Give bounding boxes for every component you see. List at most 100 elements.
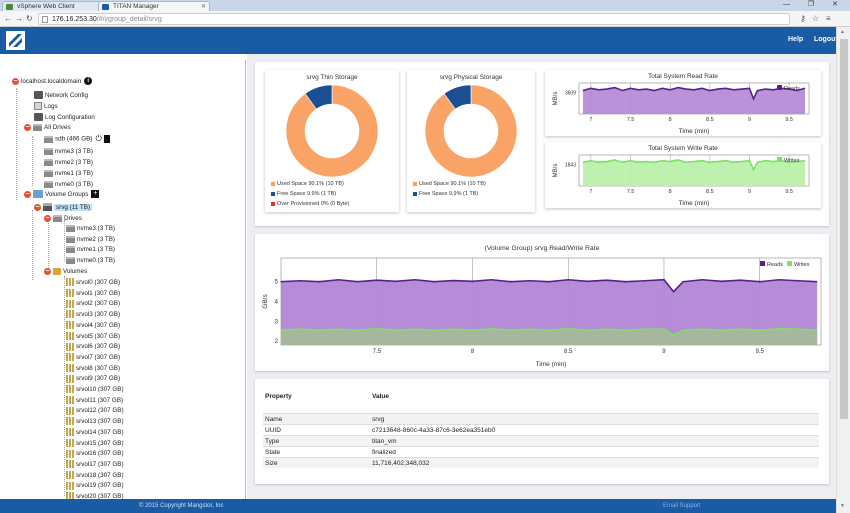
tree-item-volume[interactable]: srvol14 (307 GB) <box>66 428 124 438</box>
tree-item-volume[interactable]: srvol3 (307 GB) <box>66 310 120 320</box>
add-volume-group-icon[interactable]: + <box>91 190 100 199</box>
page-scrollbar[interactable]: ▲ ▼ <box>836 27 850 513</box>
legend-swatch <box>777 157 782 162</box>
tree-item-volume[interactable]: srvol0 (307 GB) <box>66 278 120 288</box>
tree-label: srvol0 (307 GB) <box>76 279 121 286</box>
free-swatch <box>413 191 417 196</box>
tree-item-volume[interactable]: srvol13 (307 GB) <box>66 417 124 427</box>
key-icon[interactable]: ⚷ <box>800 14 806 23</box>
tree-item-drive[interactable]: sdb (466 GB) ⏻ <box>44 134 110 144</box>
tree-item-volume[interactable]: srvol15 (307 GB) <box>66 438 124 449</box>
x-tick-label: 8.5 <box>564 349 573 355</box>
scroll-up-icon[interactable]: ▲ <box>840 29 845 35</box>
tree-item-volume[interactable]: srvol20 (307 GB) <box>66 492 124 499</box>
tree-item-drive[interactable]: nvme3 (3 TB) <box>44 147 93 157</box>
volume-icon <box>66 374 74 383</box>
tree-item-log-configuration[interactable]: Log Configuration <box>34 113 95 123</box>
menu-icon[interactable]: ≡ <box>826 14 831 23</box>
tree-label: Volume Groups <box>45 191 89 198</box>
writes-series-line[interactable] <box>280 327 818 337</box>
tree-root-localhost[interactable]: − localhost.localdomain i <box>12 77 93 87</box>
browser-tab-titan[interactable]: TITAN Manager ✕ <box>98 1 210 11</box>
donut-slice[interactable] <box>285 84 379 178</box>
tree-item-volumes[interactable]: − Volumes <box>44 267 87 277</box>
tree-item-volume[interactable]: srvol1 (307 GB) <box>66 289 120 299</box>
series-line[interactable] <box>582 86 806 101</box>
legend-swatch <box>777 85 782 90</box>
collapse-icon[interactable]: − <box>34 203 41 211</box>
legend-label: Reads <box>784 86 800 92</box>
legend-label: Used Space 90.1% (10 TB) <box>419 181 486 187</box>
tree-item-volume[interactable]: srvol8 (307 GB) <box>66 363 120 374</box>
tree-item-volume[interactable]: srvol10 (307 GB) <box>66 385 124 395</box>
tree-item-volume[interactable]: srvol17 (307 GB) <box>66 460 124 470</box>
tree-item-logs[interactable]: Logs <box>34 102 58 112</box>
window-controls[interactable]: — ❐ ✕ <box>782 1 846 8</box>
donut-slice[interactable] <box>304 84 333 110</box>
tree-label: srvol14 (307 GB) <box>76 428 124 436</box>
power-icon[interactable]: ⏻ <box>95 134 102 143</box>
table-row: Size 11,716,402,348,032 <box>263 457 819 468</box>
collapse-icon[interactable]: − <box>44 267 51 275</box>
series-line[interactable] <box>582 159 806 172</box>
tree-item-volume[interactable]: srvol12 (307 GB) <box>66 406 124 416</box>
vsphere-favicon-icon <box>6 4 13 10</box>
tree-item-volume[interactable]: srvol9 (307 GB) <box>66 374 120 384</box>
chart-title: srvg Physical Storage <box>439 74 503 81</box>
over-swatch <box>271 201 275 206</box>
write-rate-chart: Total System Write Rate 7 7.5 8 8.5 9 9.5 1843 M… <box>553 145 810 207</box>
tree-item-all-drives[interactable]: − All Drives <box>24 123 71 133</box>
collapse-icon[interactable]: − <box>24 123 31 131</box>
tree-item-drive[interactable]: nvme1 (3 TB) <box>44 169 93 179</box>
tree-item-volume[interactable]: srvol4 (307 GB) <box>66 321 120 331</box>
tree-item-volume[interactable]: srvol5 (307 GB) <box>66 331 120 342</box>
tree-item-volume-groups[interactable]: − Volume Groups + <box>24 190 100 200</box>
property-value: finalized <box>372 449 396 456</box>
tree-item-drive[interactable]: nvme0 (3 TB) <box>44 180 93 190</box>
reload-icon[interactable]: ↻ <box>26 14 33 23</box>
collapse-icon[interactable]: − <box>12 77 19 85</box>
tree-item-drive[interactable]: nvme2 (3 TB) <box>44 158 93 168</box>
bookmark-star-icon[interactable]: ☆ <box>812 14 820 23</box>
mangstor-logo[interactable] <box>6 31 25 50</box>
tree-item-volume[interactable]: srvol18 (307 GB) <box>66 470 124 481</box>
help-link[interactable]: Help <box>788 36 804 43</box>
chart-title: Total System Write Rate <box>648 145 718 152</box>
tree-item-volume[interactable]: srvol2 (307 GB) <box>66 299 120 309</box>
legend-label: Free Space 9.9% (1 TB) <box>277 191 337 197</box>
tree-item-group-drive[interactable]: nvme1 (3 TB) <box>66 245 115 255</box>
tree-item-volume[interactable]: srvol11 (307 GB) <box>66 396 123 406</box>
tree-item-srvg[interactable]: − srvg (11 TB) <box>34 203 93 213</box>
tree-item-volume[interactable]: srvol7 (307 GB) <box>66 353 120 363</box>
tree-item-network-config[interactable]: Network Config <box>34 91 88 101</box>
x-tick-label: 8 <box>669 189 672 195</box>
logout-link[interactable]: Logout <box>814 36 838 43</box>
tree-item-volume[interactable]: srvol6 (307 GB) <box>66 342 120 352</box>
drive-icon <box>44 158 53 166</box>
tree-item-group-drive[interactable]: nvme0 (3 TB) <box>66 256 115 266</box>
email-support-link[interactable]: Email Support <box>663 503 701 509</box>
tree-item-group-drives[interactable]: − Drives <box>44 214 82 224</box>
collapse-icon[interactable]: − <box>24 190 31 198</box>
tree-item-group-drive[interactable]: nvme2 (3 TB) <box>66 235 115 245</box>
tree-item-volume[interactable]: srvol16 (307 GB) <box>66 449 124 459</box>
area-fill <box>582 159 806 186</box>
collapse-icon[interactable]: − <box>44 214 51 222</box>
donut-slice[interactable] <box>443 84 472 110</box>
tree-item-group-drive[interactable]: nvme3 (3 TB) <box>66 224 115 234</box>
donut-slice[interactable] <box>424 84 518 178</box>
address-bar[interactable]: 176.16.253.30/#/vgroup_detail/srvg <box>38 13 790 25</box>
trash-icon[interactable] <box>103 135 110 143</box>
reads-series-line[interactable] <box>280 278 818 293</box>
back-arrow-icon[interactable]: ← <box>4 14 12 23</box>
property-value: c7213648-860c-4a33-87c6-3e62ea351eb0 <box>372 427 496 434</box>
legend-label: Free Space 9.9% (1 TB) <box>419 191 479 197</box>
tree-item-volume[interactable]: srvol19 (307 GB) <box>66 481 124 491</box>
scrollbar-thumb[interactable] <box>840 39 848 419</box>
property-value: titan_vm <box>372 438 397 445</box>
scroll-down-icon[interactable]: ▼ <box>840 503 845 509</box>
close-tab-icon[interactable]: ✕ <box>200 4 206 10</box>
info-icon[interactable]: i <box>84 77 93 86</box>
browser-tab-vsphere[interactable]: vSphere Web Client ✕ <box>2 1 112 11</box>
forward-arrow-icon[interactable]: → <box>15 14 23 23</box>
